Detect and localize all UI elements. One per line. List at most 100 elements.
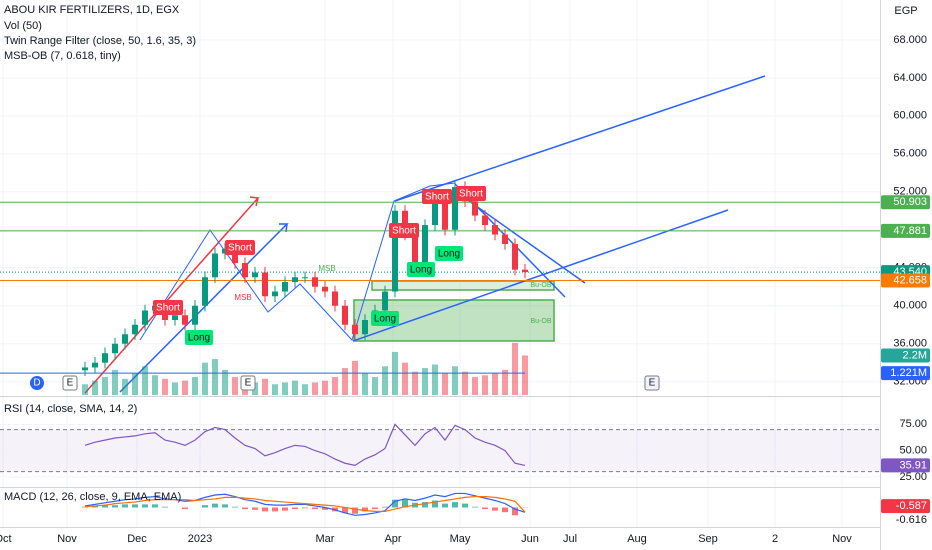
candle-body: [232, 248, 238, 264]
short-tag: [153, 300, 183, 315]
histogram-bar: [362, 507, 368, 512]
short-label: Short: [392, 226, 416, 237]
short-label: Short: [425, 192, 449, 203]
price-badge: [881, 499, 930, 514]
signals: Short Short Short Short Short Long Long …: [153, 186, 552, 345]
histogram-bar: [432, 500, 438, 508]
x-tick-label: May: [450, 533, 471, 545]
candle-body: [342, 305, 348, 325]
x-tick-label: Nov: [57, 533, 77, 545]
x-tick-label: Apr: [384, 533, 401, 545]
histogram-bar: [392, 499, 398, 508]
y-tick-label: 56.000: [893, 148, 927, 160]
short-label: Short: [228, 243, 252, 254]
candle-body: [142, 310, 148, 325]
volume-bar: [312, 382, 318, 395]
long-tag: [185, 330, 213, 345]
histogram-bar: [162, 506, 168, 508]
volume-bar: [302, 384, 308, 395]
candle-body: [82, 367, 88, 371]
histogram-bar: [312, 507, 318, 510]
candle-body: [212, 253, 218, 278]
short-tag: [456, 186, 486, 201]
rsi-title: RSI (14, close, SMA, 14, 2): [4, 403, 137, 415]
badge-label: 50.903: [893, 196, 927, 208]
volume-bar: [482, 375, 488, 395]
x-tick-label: Dec: [127, 533, 147, 545]
histogram-bar: [102, 505, 108, 508]
currency: EGP: [894, 5, 917, 17]
volume-bar: [502, 369, 508, 395]
histogram-bar: [422, 502, 428, 508]
price-badge: [881, 223, 930, 238]
volume-bar: [182, 380, 188, 395]
volume-bar: [282, 382, 288, 395]
candle-body: [502, 234, 508, 245]
volume-bar: [512, 342, 518, 395]
histogram-bar: [442, 503, 448, 508]
candle-body: [432, 201, 438, 226]
histogram-bar: [92, 505, 98, 508]
volume-bar: [192, 377, 198, 395]
volume-bar: [132, 373, 138, 395]
volume-bar: [112, 369, 118, 395]
price-badge: [881, 273, 930, 288]
earnings-marker: [644, 375, 660, 391]
price-badge: [881, 513, 930, 528]
volume-bar: [102, 377, 108, 395]
candle-body: [172, 315, 178, 320]
long-label: Long: [410, 265, 432, 276]
volume-bar: [262, 378, 268, 395]
volume-bar: [442, 373, 448, 395]
msb-label: MSB: [318, 264, 335, 273]
volume-bar: [232, 377, 238, 395]
short-label: Short: [459, 189, 483, 200]
badge-label: 35.91: [899, 459, 927, 471]
event-label: E: [649, 378, 656, 389]
candle-body: [312, 277, 318, 287]
volume-bar: [452, 366, 458, 395]
histogram-bar: [182, 507, 188, 510]
volume-bar: [162, 378, 168, 395]
candle-body: [412, 234, 418, 268]
badge-label: 42.658: [893, 274, 927, 286]
candle-body: [202, 277, 208, 306]
histogram-bar: [242, 507, 248, 510]
histogram-bar: [292, 507, 298, 510]
histogram-bar: [342, 507, 348, 513]
long-tag: [435, 246, 463, 261]
rsi-line: [84, 423, 526, 467]
volume-bar: [122, 378, 128, 395]
short-tag: [389, 223, 419, 238]
volume-bar: [152, 375, 158, 395]
x-tick-label: Mar: [316, 533, 335, 545]
candle-body: [482, 215, 488, 226]
volume-bar: [472, 377, 478, 395]
candle-body: [332, 291, 338, 306]
y-tick-label: 75.00: [899, 418, 927, 430]
volume-bar: [222, 369, 228, 395]
earnings-marker: [240, 375, 256, 391]
histogram-bar: [112, 505, 118, 508]
candle-body: [292, 277, 298, 283]
histogram-bar: [152, 504, 158, 508]
histogram-bar: [512, 507, 518, 516]
earnings-marker: [62, 375, 78, 391]
dividend-marker: [30, 376, 44, 390]
volume-bar: [362, 373, 368, 395]
y-tick-label: 50.00: [899, 445, 927, 457]
histogram-bar: [132, 504, 138, 508]
histogram-bar: [212, 503, 218, 508]
order-block: [371, 280, 555, 291]
x-tick-label: Jun: [521, 533, 539, 545]
histogram-bar: [282, 507, 288, 511]
histogram-bar: [492, 507, 498, 511]
long-tag: [407, 262, 435, 277]
volume-bar: [92, 380, 98, 395]
volume-bar: [492, 373, 498, 395]
msb-label: MSB: [234, 293, 251, 302]
histogram-bar: [232, 506, 238, 508]
macd-line: [84, 495, 526, 513]
badge-label: 2.2M: [903, 349, 927, 361]
